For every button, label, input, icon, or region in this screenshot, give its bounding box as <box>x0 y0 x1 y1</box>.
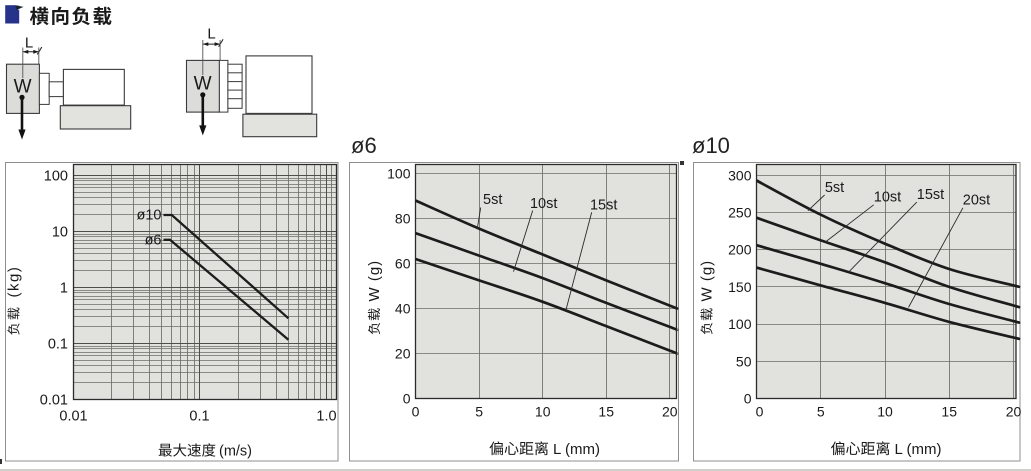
svg-text:80: 80 <box>395 211 411 227</box>
svg-text:0: 0 <box>412 404 420 420</box>
svg-text:1: 1 <box>60 281 68 297</box>
svg-text:10: 10 <box>535 404 551 420</box>
svg-text:W (g): W (g) <box>699 260 716 302</box>
svg-text:0.01: 0.01 <box>40 393 68 409</box>
svg-text:L (mm): L (mm) <box>895 441 942 458</box>
svg-text:0: 0 <box>403 391 411 407</box>
svg-text:ø6: ø6 <box>145 233 162 249</box>
svg-text:1.0: 1.0 <box>316 409 336 425</box>
svg-text:40: 40 <box>395 301 411 317</box>
svg-text:100: 100 <box>44 169 68 185</box>
svg-text:5st: 5st <box>825 180 844 196</box>
svg-text:100: 100 <box>728 316 752 332</box>
svg-text:ø10: ø10 <box>137 208 162 224</box>
svg-text:15: 15 <box>941 404 957 420</box>
svg-text:0.1: 0.1 <box>189 409 209 425</box>
svg-text:20: 20 <box>1006 404 1021 420</box>
svg-text:60: 60 <box>395 256 411 272</box>
svg-text:L: L <box>207 28 215 43</box>
svg-text:W: W <box>194 74 212 95</box>
svg-text:W: W <box>14 77 32 98</box>
svg-text:10st: 10st <box>530 196 557 212</box>
svg-text:0: 0 <box>756 404 764 420</box>
svg-text:0: 0 <box>744 391 752 407</box>
svg-text:L: L <box>25 35 33 52</box>
svg-text:10: 10 <box>877 404 893 420</box>
svg-text:250: 250 <box>728 205 752 221</box>
svg-text:5st: 5st <box>483 192 502 208</box>
svg-text:5: 5 <box>817 404 825 420</box>
svg-text:150: 150 <box>728 279 752 295</box>
svg-text:10st: 10st <box>874 190 901 206</box>
svg-text:50: 50 <box>736 353 752 369</box>
svg-text:20st: 20st <box>963 193 990 209</box>
svg-text:(m/s): (m/s) <box>219 444 252 460</box>
svg-text:5: 5 <box>475 404 483 420</box>
svg-text:0.1: 0.1 <box>48 337 68 353</box>
svg-text:10: 10 <box>52 225 68 241</box>
svg-text:(kg): (kg) <box>6 266 23 298</box>
svg-text:100: 100 <box>387 166 411 182</box>
svg-text:15st: 15st <box>917 187 944 203</box>
svg-text:300: 300 <box>728 167 752 183</box>
svg-text:20: 20 <box>395 346 411 362</box>
svg-text:200: 200 <box>728 242 752 258</box>
svg-text:20: 20 <box>662 404 678 420</box>
svg-text:15st: 15st <box>590 197 617 213</box>
svg-text:15: 15 <box>598 404 614 420</box>
svg-text:0.01: 0.01 <box>59 409 87 425</box>
svg-text:W (g): W (g) <box>366 260 383 302</box>
svg-text:L (mm): L (mm) <box>553 441 600 458</box>
